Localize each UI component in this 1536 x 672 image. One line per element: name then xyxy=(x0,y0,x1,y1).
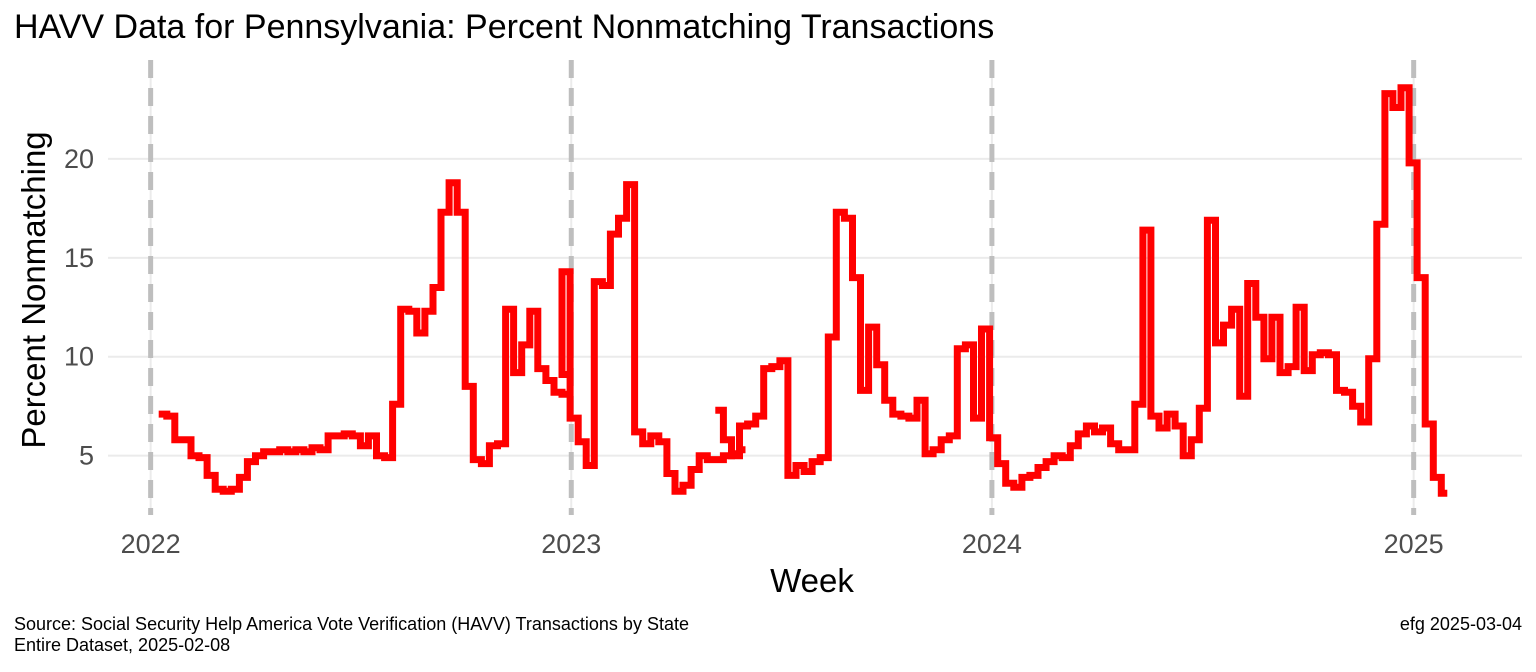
y-tick-labels: 5 10 15 20 xyxy=(64,144,94,471)
year-marker-lines xyxy=(148,60,1417,515)
y-tick-label: 20 xyxy=(64,144,94,174)
x-tick-label: 2023 xyxy=(541,529,601,559)
source-caption: Source: Social Security Help America Vot… xyxy=(14,614,689,656)
x-tick-label: 2025 xyxy=(1384,529,1444,559)
y-tick-label: 5 xyxy=(79,441,94,471)
chart-title: HAVV Data for Pennsylvania: Percent Nonm… xyxy=(14,8,995,46)
series-line xyxy=(158,84,1448,497)
chart-svg: 5 10 15 20 2022 2023 2024 2025 Week Percent No… xyxy=(15,60,1522,599)
x-tick-label: 2024 xyxy=(962,529,1022,559)
y-axis-label: Percent Nonmatching xyxy=(15,131,52,448)
series-path-2022 xyxy=(158,179,746,495)
signature-caption: efg 2025-03-04 xyxy=(1399,614,1522,634)
x-tick-labels: 2022 2023 2024 2025 xyxy=(121,529,1444,559)
x-axis-label: Week xyxy=(770,562,854,599)
grid-lines xyxy=(108,60,1522,515)
series-path-2023-2025 xyxy=(715,84,1448,497)
y-tick-label: 15 xyxy=(64,243,94,273)
source-line-2: Entire Dataset, 2025-02-08 xyxy=(14,635,231,655)
x-tick-label: 2022 xyxy=(121,529,181,559)
source-line-1: Source: Social Security Help America Vot… xyxy=(14,614,689,634)
y-tick-label: 10 xyxy=(64,342,94,372)
